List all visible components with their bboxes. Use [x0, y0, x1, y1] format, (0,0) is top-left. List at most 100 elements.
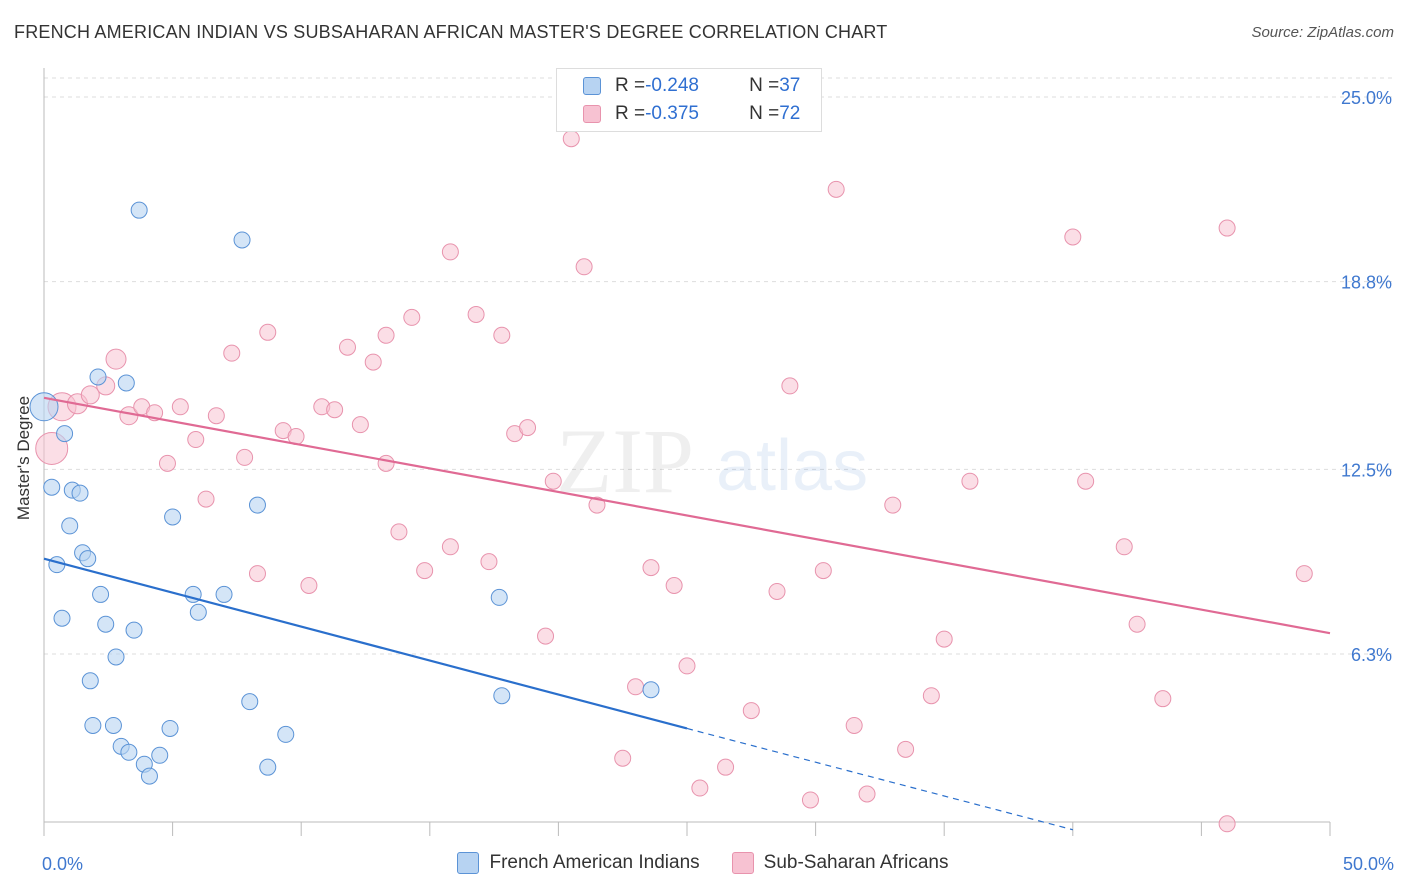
data-point-sub-saharan: [575, 258, 593, 276]
data-point-sub-saharan: [642, 559, 660, 577]
tick-labels: 6.3% 12.5% 18.8% 25.0% 0.0% 50.0%: [42, 88, 1394, 874]
trend-line-french-american: [43, 557, 688, 730]
series-french-american-points: [29, 201, 660, 785]
data-point-sub-saharan: [338, 338, 356, 356]
data-point-sub-saharan: [158, 454, 176, 472]
data-point-french-american: [140, 767, 158, 785]
data-point-sub-saharan: [935, 630, 953, 648]
data-point-sub-saharan: [588, 496, 606, 514]
legend-item-label: Sub-Saharan Africans: [763, 852, 949, 873]
data-point-sub-saharan: [390, 523, 408, 541]
data-point-sub-saharan: [961, 472, 979, 490]
series-legend: French American Indians Sub-Saharan Afri…: [0, 852, 1406, 874]
data-point-french-american: [29, 392, 59, 422]
legend-r-label: R =: [615, 103, 646, 124]
data-point-sub-saharan: [614, 749, 632, 767]
data-point-french-american: [161, 719, 179, 737]
data-point-french-american: [642, 681, 660, 699]
legend-n-value: 72: [779, 103, 801, 124]
y-tick-label: 18.8%: [1341, 273, 1392, 293]
data-point-sub-saharan: [377, 326, 395, 344]
data-point-french-american: [151, 746, 169, 764]
data-point-sub-saharan: [537, 627, 555, 645]
legend-swatch-pink: [731, 852, 754, 874]
data-point-sub-saharan: [519, 419, 537, 437]
legend-swatch-pink: [583, 105, 601, 123]
watermark-zip: ZIP: [556, 410, 694, 512]
x-tick-label: 50.0%: [1343, 854, 1394, 874]
data-point-sub-saharan: [1218, 219, 1236, 237]
data-point-french-american: [493, 687, 511, 705]
data-point-sub-saharan: [441, 243, 459, 261]
data-point-sub-saharan: [351, 416, 369, 434]
series-sub-saharan-points: [35, 130, 1313, 833]
data-point-french-american: [92, 585, 110, 603]
data-point-sub-saharan: [403, 308, 421, 326]
data-point-sub-saharan: [742, 702, 760, 720]
data-point-sub-saharan: [187, 431, 205, 449]
data-point-sub-saharan: [171, 398, 189, 416]
data-point-sub-saharan: [717, 758, 735, 776]
data-point-sub-saharan: [627, 678, 645, 696]
chart-title: FRENCH AMERICAN INDIAN VS SUBSAHARAN AFR…: [14, 22, 888, 42]
data-point-sub-saharan: [884, 496, 902, 514]
data-point-french-american: [71, 484, 89, 502]
trend-line-sub-saharan: [43, 396, 1331, 635]
data-point-sub-saharan: [562, 130, 580, 148]
data-point-sub-saharan: [827, 180, 845, 198]
data-point-french-american: [79, 550, 97, 568]
data-point-sub-saharan: [845, 716, 863, 734]
data-point-french-american: [233, 231, 251, 249]
data-point-sub-saharan: [480, 553, 498, 571]
y-tick-label: 6.3%: [1351, 645, 1392, 665]
legend-row-french-american: R = -0.248 N = 37: [583, 73, 800, 99]
data-point-french-american: [84, 716, 102, 734]
y-tick-label: 12.5%: [1341, 460, 1392, 480]
data-point-sub-saharan: [223, 344, 241, 362]
data-point-french-american: [81, 672, 99, 690]
legend-n-label: N =: [749, 103, 780, 124]
data-point-sub-saharan: [105, 348, 127, 370]
legend-item-sub-saharan: Sub-Saharan Africans: [731, 852, 949, 874]
data-point-french-american: [61, 517, 79, 535]
data-point-sub-saharan: [207, 407, 225, 425]
data-point-french-american: [43, 478, 61, 496]
data-point-sub-saharan: [1115, 538, 1133, 556]
data-point-french-american: [53, 609, 71, 627]
legend-n-value: 37: [779, 75, 801, 96]
gridlines: [44, 77, 1392, 655]
legend-swatch-blue: [583, 77, 601, 95]
data-point-french-american: [107, 648, 125, 666]
data-point-sub-saharan: [1128, 615, 1146, 633]
legend-r-label: R =: [615, 75, 646, 96]
data-point-sub-saharan: [416, 562, 434, 580]
data-point-french-american: [241, 693, 259, 711]
y-tick-label: 25.0%: [1341, 88, 1392, 108]
data-point-sub-saharan: [197, 490, 215, 508]
legend-r-value: -0.375: [645, 103, 699, 124]
data-point-french-american: [130, 201, 148, 219]
data-point-sub-saharan: [691, 779, 709, 797]
trend-line-french-american-extension: [686, 727, 1073, 831]
watermark-atlas: atlas: [716, 426, 868, 506]
data-point-sub-saharan: [781, 377, 799, 395]
data-point-sub-saharan: [326, 401, 344, 419]
data-point-sub-saharan: [493, 326, 511, 344]
data-point-french-american: [125, 621, 143, 639]
legend-row-sub-saharan: R = -0.375 N = 72: [583, 101, 800, 127]
data-point-sub-saharan: [1077, 472, 1095, 490]
data-point-sub-saharan: [364, 353, 382, 371]
data-point-french-american: [248, 496, 266, 514]
legend-r-value: -0.248: [645, 75, 699, 96]
x-tick-label: 0.0%: [42, 854, 83, 874]
legend-item-label: French American Indians: [489, 852, 700, 873]
data-point-sub-saharan: [922, 687, 940, 705]
data-point-french-american: [277, 725, 295, 743]
legend-swatch-blue: [457, 852, 480, 874]
data-point-sub-saharan: [377, 454, 395, 472]
data-point-french-american: [120, 743, 138, 761]
data-point-french-american: [97, 615, 115, 633]
data-point-sub-saharan: [814, 562, 832, 580]
data-point-sub-saharan: [1218, 815, 1236, 833]
watermark: ZIP atlas: [556, 410, 868, 512]
